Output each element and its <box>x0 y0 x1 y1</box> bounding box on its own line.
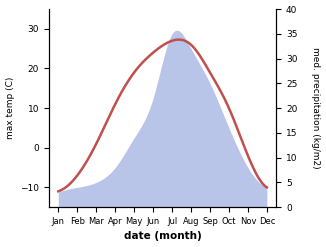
X-axis label: date (month): date (month) <box>124 231 201 242</box>
Y-axis label: max temp (C): max temp (C) <box>6 77 15 139</box>
Y-axis label: med. precipitation (kg/m2): med. precipitation (kg/m2) <box>311 47 320 169</box>
